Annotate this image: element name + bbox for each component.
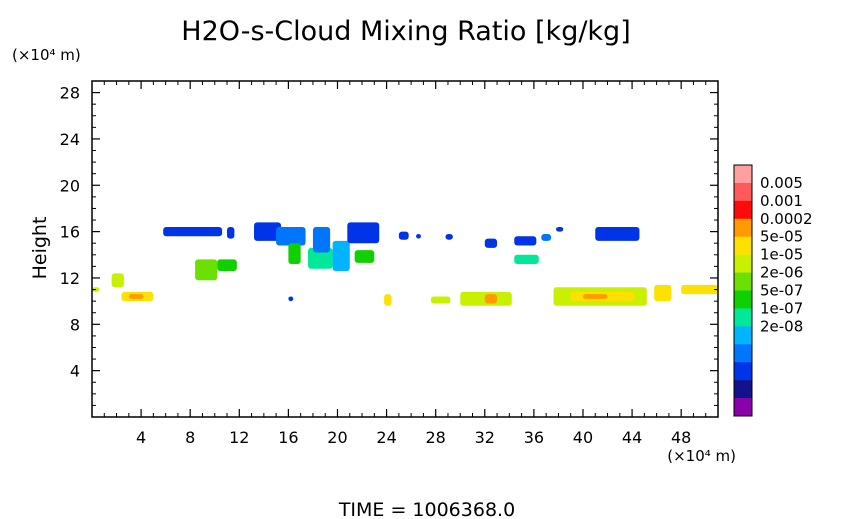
colorbar-legend: 0.0050.0010.00025e-051e-052e-065e-071e-0… [733, 164, 813, 417]
x-tick-label-48: 48 [671, 428, 691, 447]
y-axis-label: Height [29, 217, 51, 280]
cloud-region-10 [398, 231, 409, 240]
y-tick-label-28: 28 [60, 84, 80, 103]
cloud-region-5 [308, 247, 333, 269]
cloud-region-24 [384, 294, 392, 306]
x-tick-label-8: 8 [185, 428, 195, 447]
chart-title: H2O-s-Cloud Mixing Ratio [kg/kg] [181, 16, 630, 47]
cloud-region-6 [312, 226, 331, 253]
colorbar-swatch-8 [734, 308, 752, 327]
cloud-region-19 [217, 259, 237, 272]
cloud-region-4 [288, 243, 301, 265]
cloud-region-12 [484, 238, 498, 248]
colorbar-label-6: 5e-07 [760, 282, 803, 300]
x-tick-label-16: 16 [278, 428, 298, 447]
cloud-region-9 [354, 250, 375, 263]
cloud-field [92, 222, 718, 306]
x-tick-label-32: 32 [475, 428, 495, 447]
x-tick-label-12: 12 [229, 428, 249, 447]
colorbar-swatch-7 [734, 290, 752, 309]
colorbar-swatch-4 [734, 236, 752, 255]
cloud-region-27 [484, 294, 498, 304]
colorbar-label-8: 2e-08 [760, 317, 803, 335]
colorbar-swatch-12 [734, 380, 752, 399]
colorbar-swatch-1 [734, 182, 752, 202]
cloud-region-11 [445, 233, 453, 240]
plot-frame [91, 80, 719, 418]
cloud-region-30 [582, 294, 608, 299]
y-axis: 4 8 12 16 20 24 28 [60, 84, 718, 406]
cloud-region-17 [514, 254, 539, 265]
y-axis-unit: (×10⁴ m) [12, 46, 81, 64]
cloud-region-7 [332, 240, 350, 272]
x-axis: 4 8 12 16 20 24 28 32 36 40 44 48 [103, 81, 707, 447]
colorbar-label-2: 0.0002 [760, 210, 813, 228]
colorbar-label-7: 1e-07 [760, 299, 803, 317]
colorbar-swatch-2 [734, 200, 752, 220]
x-tick-label-44: 44 [622, 428, 642, 447]
colorbar-swatch-13 [734, 398, 752, 417]
y-tick-label-20: 20 [60, 176, 80, 195]
colorbar-label-0: 0.005 [760, 174, 803, 192]
cloud-region-2 [254, 222, 282, 241]
cloud-region-33 [288, 296, 294, 302]
cloud-region-34 [416, 233, 421, 239]
cloud-region-25 [430, 296, 451, 304]
cloud-region-3 [276, 226, 306, 246]
cloud-region-0 [163, 226, 223, 237]
cloud-region-8 [347, 222, 380, 244]
x-tick-label-28: 28 [426, 428, 446, 447]
cloud-region-18 [195, 259, 218, 281]
x-tick-label-40: 40 [573, 428, 593, 447]
y-tick-label-12: 12 [60, 269, 80, 288]
colorbar-frame [733, 164, 753, 417]
x-tick-label-4: 4 [136, 428, 146, 447]
colorbar-swatch-9 [734, 326, 752, 345]
time-label: TIME = 1006368.0 [338, 499, 515, 519]
cloud-region-23 [128, 294, 144, 299]
y-tick-label-4: 4 [70, 362, 80, 381]
cloud-region-20 [111, 273, 124, 288]
x-tick-label-36: 36 [524, 428, 544, 447]
y-tick-label-16: 16 [60, 223, 80, 242]
y-tick-label-24: 24 [60, 130, 80, 149]
colorbar-swatch-0 [734, 165, 752, 184]
colorbar-swatch-6 [734, 272, 752, 291]
cloud-region-15 [555, 226, 564, 232]
cloud-region-31 [654, 284, 672, 302]
cloud-region-1 [227, 226, 235, 239]
colorbar-label-4: 1e-05 [760, 246, 803, 264]
colorbar-swatch-11 [734, 362, 752, 381]
colorbar-label-5: 2e-06 [760, 264, 803, 282]
y-tick-label-8: 8 [70, 315, 80, 334]
cloud-region-16 [595, 226, 640, 241]
colorbar-swatch-5 [734, 254, 752, 273]
colorbar-label-1: 0.001 [760, 192, 803, 210]
cloud-region-14 [541, 233, 552, 241]
x-tick-label-24: 24 [376, 428, 396, 447]
cloud-region-32 [681, 284, 718, 295]
x-axis-unit: (×10⁴ m) [667, 447, 736, 465]
x-tick-label-20: 20 [327, 428, 347, 447]
colorbar-swatch-10 [734, 344, 752, 363]
colorbar-swatch-3 [734, 218, 752, 238]
colorbar-label-3: 5e-05 [760, 228, 803, 246]
cloud-region-13 [514, 236, 537, 246]
